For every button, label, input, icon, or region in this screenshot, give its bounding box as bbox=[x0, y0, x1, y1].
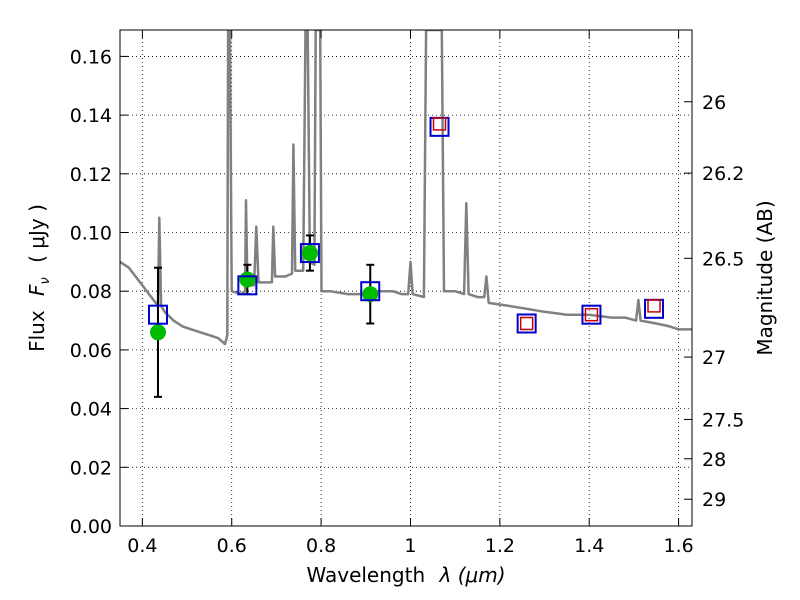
plot-frame bbox=[119, 29, 693, 527]
x-tick-label: 1.2 bbox=[485, 535, 515, 557]
y2-tick-label: 28 bbox=[702, 449, 726, 471]
model-photometry-point bbox=[237, 275, 258, 296]
y2-tick-label: 26.2 bbox=[702, 163, 744, 185]
model-photometry-points bbox=[147, 116, 665, 334]
observed-point bbox=[149, 324, 166, 341]
plot-background bbox=[120, 30, 692, 526]
y-axis-label-sub: ν bbox=[38, 277, 53, 284]
y-tick-label: 0.04 bbox=[70, 399, 112, 421]
observed-point bbox=[301, 245, 318, 262]
upper-limit-point bbox=[432, 117, 447, 131]
y-tick-label: 0.00 bbox=[70, 516, 112, 538]
y-tick-label: 0.12 bbox=[70, 164, 112, 186]
y2-tick-label: 26 bbox=[702, 92, 726, 114]
y-axis-label-units: ( μJy ) bbox=[25, 204, 49, 263]
y2-axis-ticks: 26 26.2 26.5 27 27.5 28 29 bbox=[684, 92, 744, 511]
upper-limit-point bbox=[647, 299, 661, 313]
y2-tick-label: 26.5 bbox=[702, 248, 744, 270]
model-photometry-point bbox=[581, 304, 602, 325]
y2-tick-label: 27.5 bbox=[702, 409, 744, 431]
model-photometry-point bbox=[516, 313, 537, 334]
x-tick-label: 0.6 bbox=[217, 535, 247, 557]
x-axis-label-math: λ (μm) bbox=[439, 563, 506, 587]
y-tick-label: 0.06 bbox=[70, 340, 112, 362]
model-spectrum-line bbox=[120, 30, 692, 346]
y-tick-label: 0.16 bbox=[70, 46, 112, 68]
observed-point bbox=[239, 271, 256, 288]
y2-axis-label: Magnitude (AB) bbox=[753, 200, 777, 355]
model-photometry-point bbox=[299, 243, 320, 264]
y-tick-label: 0.10 bbox=[70, 223, 112, 245]
y-axis-label-text: Flux bbox=[25, 310, 49, 352]
x-axis-label: Wavelength λ (μm) bbox=[306, 563, 505, 587]
upper-limit-point bbox=[519, 316, 534, 331]
x-tick-label: 0.4 bbox=[127, 535, 157, 557]
y-axis-label-math: F bbox=[25, 284, 49, 296]
y-tick-label: 0.08 bbox=[70, 281, 112, 303]
y-axis-label: Flux Fν ( μJy ) bbox=[25, 204, 54, 352]
y-axis-ticks: 0.00 0.02 0.04 0.06 0.08 0.10 0.12 0.14 0.16 bbox=[70, 46, 128, 538]
y2-tick-label: 29 bbox=[702, 489, 726, 511]
x-tick-label: 1.6 bbox=[663, 535, 693, 557]
model-photometry-point bbox=[147, 304, 168, 325]
y2-tick-label: 27 bbox=[702, 347, 726, 369]
x-axis-ticks: 0.4 0.6 0.8 1 1.2 1.4 1.6 bbox=[127, 30, 694, 557]
model-photometry-point bbox=[360, 281, 381, 302]
y-tick-label: 0.02 bbox=[70, 457, 112, 479]
x-tick-label: 1.4 bbox=[574, 535, 604, 557]
x-axis-label-text: Wavelength bbox=[306, 563, 425, 587]
upper-limit-point bbox=[584, 307, 599, 322]
observed-point bbox=[362, 286, 379, 303]
upper-limit-points bbox=[432, 117, 661, 331]
x-tick-label: 0.8 bbox=[306, 535, 336, 557]
x-tick-label: 1 bbox=[404, 535, 416, 557]
y-tick-label: 0.14 bbox=[70, 105, 112, 127]
